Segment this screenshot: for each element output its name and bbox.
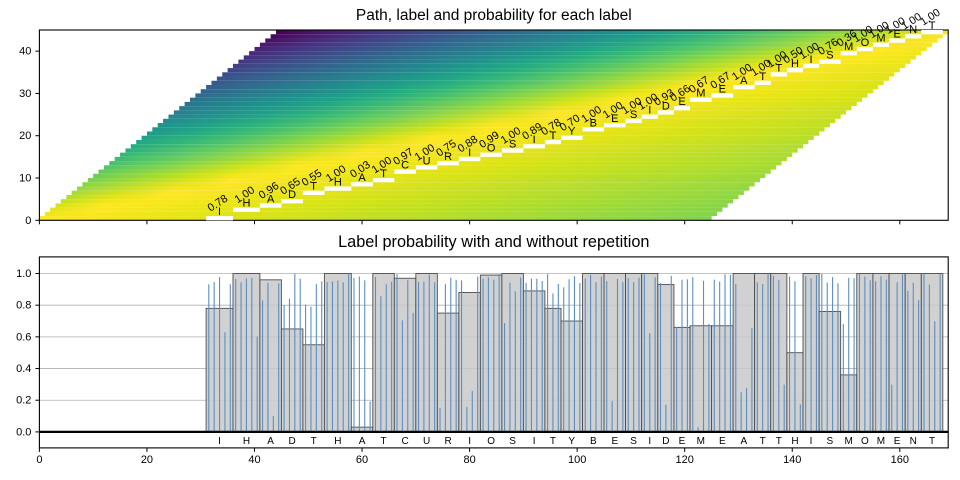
svg-text:T: T bbox=[776, 436, 782, 447]
svg-text:A: A bbox=[267, 436, 274, 447]
svg-text:60: 60 bbox=[356, 454, 368, 466]
svg-text:0: 0 bbox=[36, 454, 42, 466]
svg-text:40: 40 bbox=[19, 46, 31, 58]
svg-text:S: S bbox=[827, 436, 834, 447]
svg-text:A: A bbox=[359, 436, 366, 447]
svg-text:M: M bbox=[845, 436, 853, 447]
svg-text:10: 10 bbox=[19, 173, 31, 185]
svg-text:A: A bbox=[741, 436, 748, 447]
svg-text:N: N bbox=[910, 436, 917, 447]
svg-text:H: H bbox=[243, 436, 250, 447]
svg-text:M: M bbox=[697, 436, 705, 447]
svg-text:T: T bbox=[760, 436, 766, 447]
svg-text:U: U bbox=[423, 436, 430, 447]
svg-text:S: S bbox=[630, 436, 637, 447]
svg-text:160: 160 bbox=[891, 454, 909, 466]
svg-text:140: 140 bbox=[783, 454, 801, 466]
svg-text:Y: Y bbox=[568, 436, 575, 447]
svg-text:M: M bbox=[877, 436, 885, 447]
svg-text:E: E bbox=[719, 436, 726, 447]
svg-text:0.8: 0.8 bbox=[16, 300, 31, 312]
svg-text:S: S bbox=[509, 436, 516, 447]
svg-text:I: I bbox=[810, 436, 813, 447]
svg-text:80: 80 bbox=[463, 454, 475, 466]
svg-text:0.6: 0.6 bbox=[16, 331, 31, 343]
svg-text:O: O bbox=[861, 436, 869, 447]
svg-text:I: I bbox=[218, 436, 221, 447]
svg-text:T: T bbox=[381, 436, 387, 447]
svg-text:B: B bbox=[590, 436, 597, 447]
svg-text:Path, label and probability fo: Path, label and probability for each lab… bbox=[356, 7, 632, 24]
svg-text:40: 40 bbox=[248, 454, 260, 466]
svg-text:1.0: 1.0 bbox=[16, 268, 31, 280]
svg-text:D: D bbox=[289, 436, 296, 447]
svg-text:T: T bbox=[311, 436, 317, 447]
svg-text:E: E bbox=[679, 436, 686, 447]
svg-text:O: O bbox=[487, 436, 495, 447]
svg-text:I: I bbox=[648, 436, 651, 447]
svg-text:R: R bbox=[444, 436, 451, 447]
svg-text:0.2: 0.2 bbox=[16, 395, 31, 407]
svg-text:100: 100 bbox=[568, 454, 586, 466]
svg-text:20: 20 bbox=[141, 454, 153, 466]
svg-text:E: E bbox=[894, 436, 901, 447]
svg-text:20: 20 bbox=[19, 130, 31, 142]
svg-text:0.0: 0.0 bbox=[16, 426, 31, 438]
svg-text:0.4: 0.4 bbox=[16, 363, 31, 375]
svg-text:30: 30 bbox=[19, 88, 31, 100]
svg-text:E: E bbox=[611, 436, 618, 447]
svg-text:I: I bbox=[533, 436, 536, 447]
svg-text:H: H bbox=[334, 436, 341, 447]
svg-text:C: C bbox=[401, 436, 408, 447]
svg-text:T: T bbox=[550, 436, 556, 447]
svg-text:120: 120 bbox=[676, 454, 694, 466]
svg-text:H: H bbox=[791, 436, 798, 447]
svg-text:D: D bbox=[662, 436, 669, 447]
svg-text:Label probability with and wit: Label probability with and without repet… bbox=[338, 233, 649, 251]
svg-text:I: I bbox=[468, 436, 471, 447]
svg-text:0: 0 bbox=[25, 215, 31, 227]
svg-text:T: T bbox=[929, 436, 935, 447]
